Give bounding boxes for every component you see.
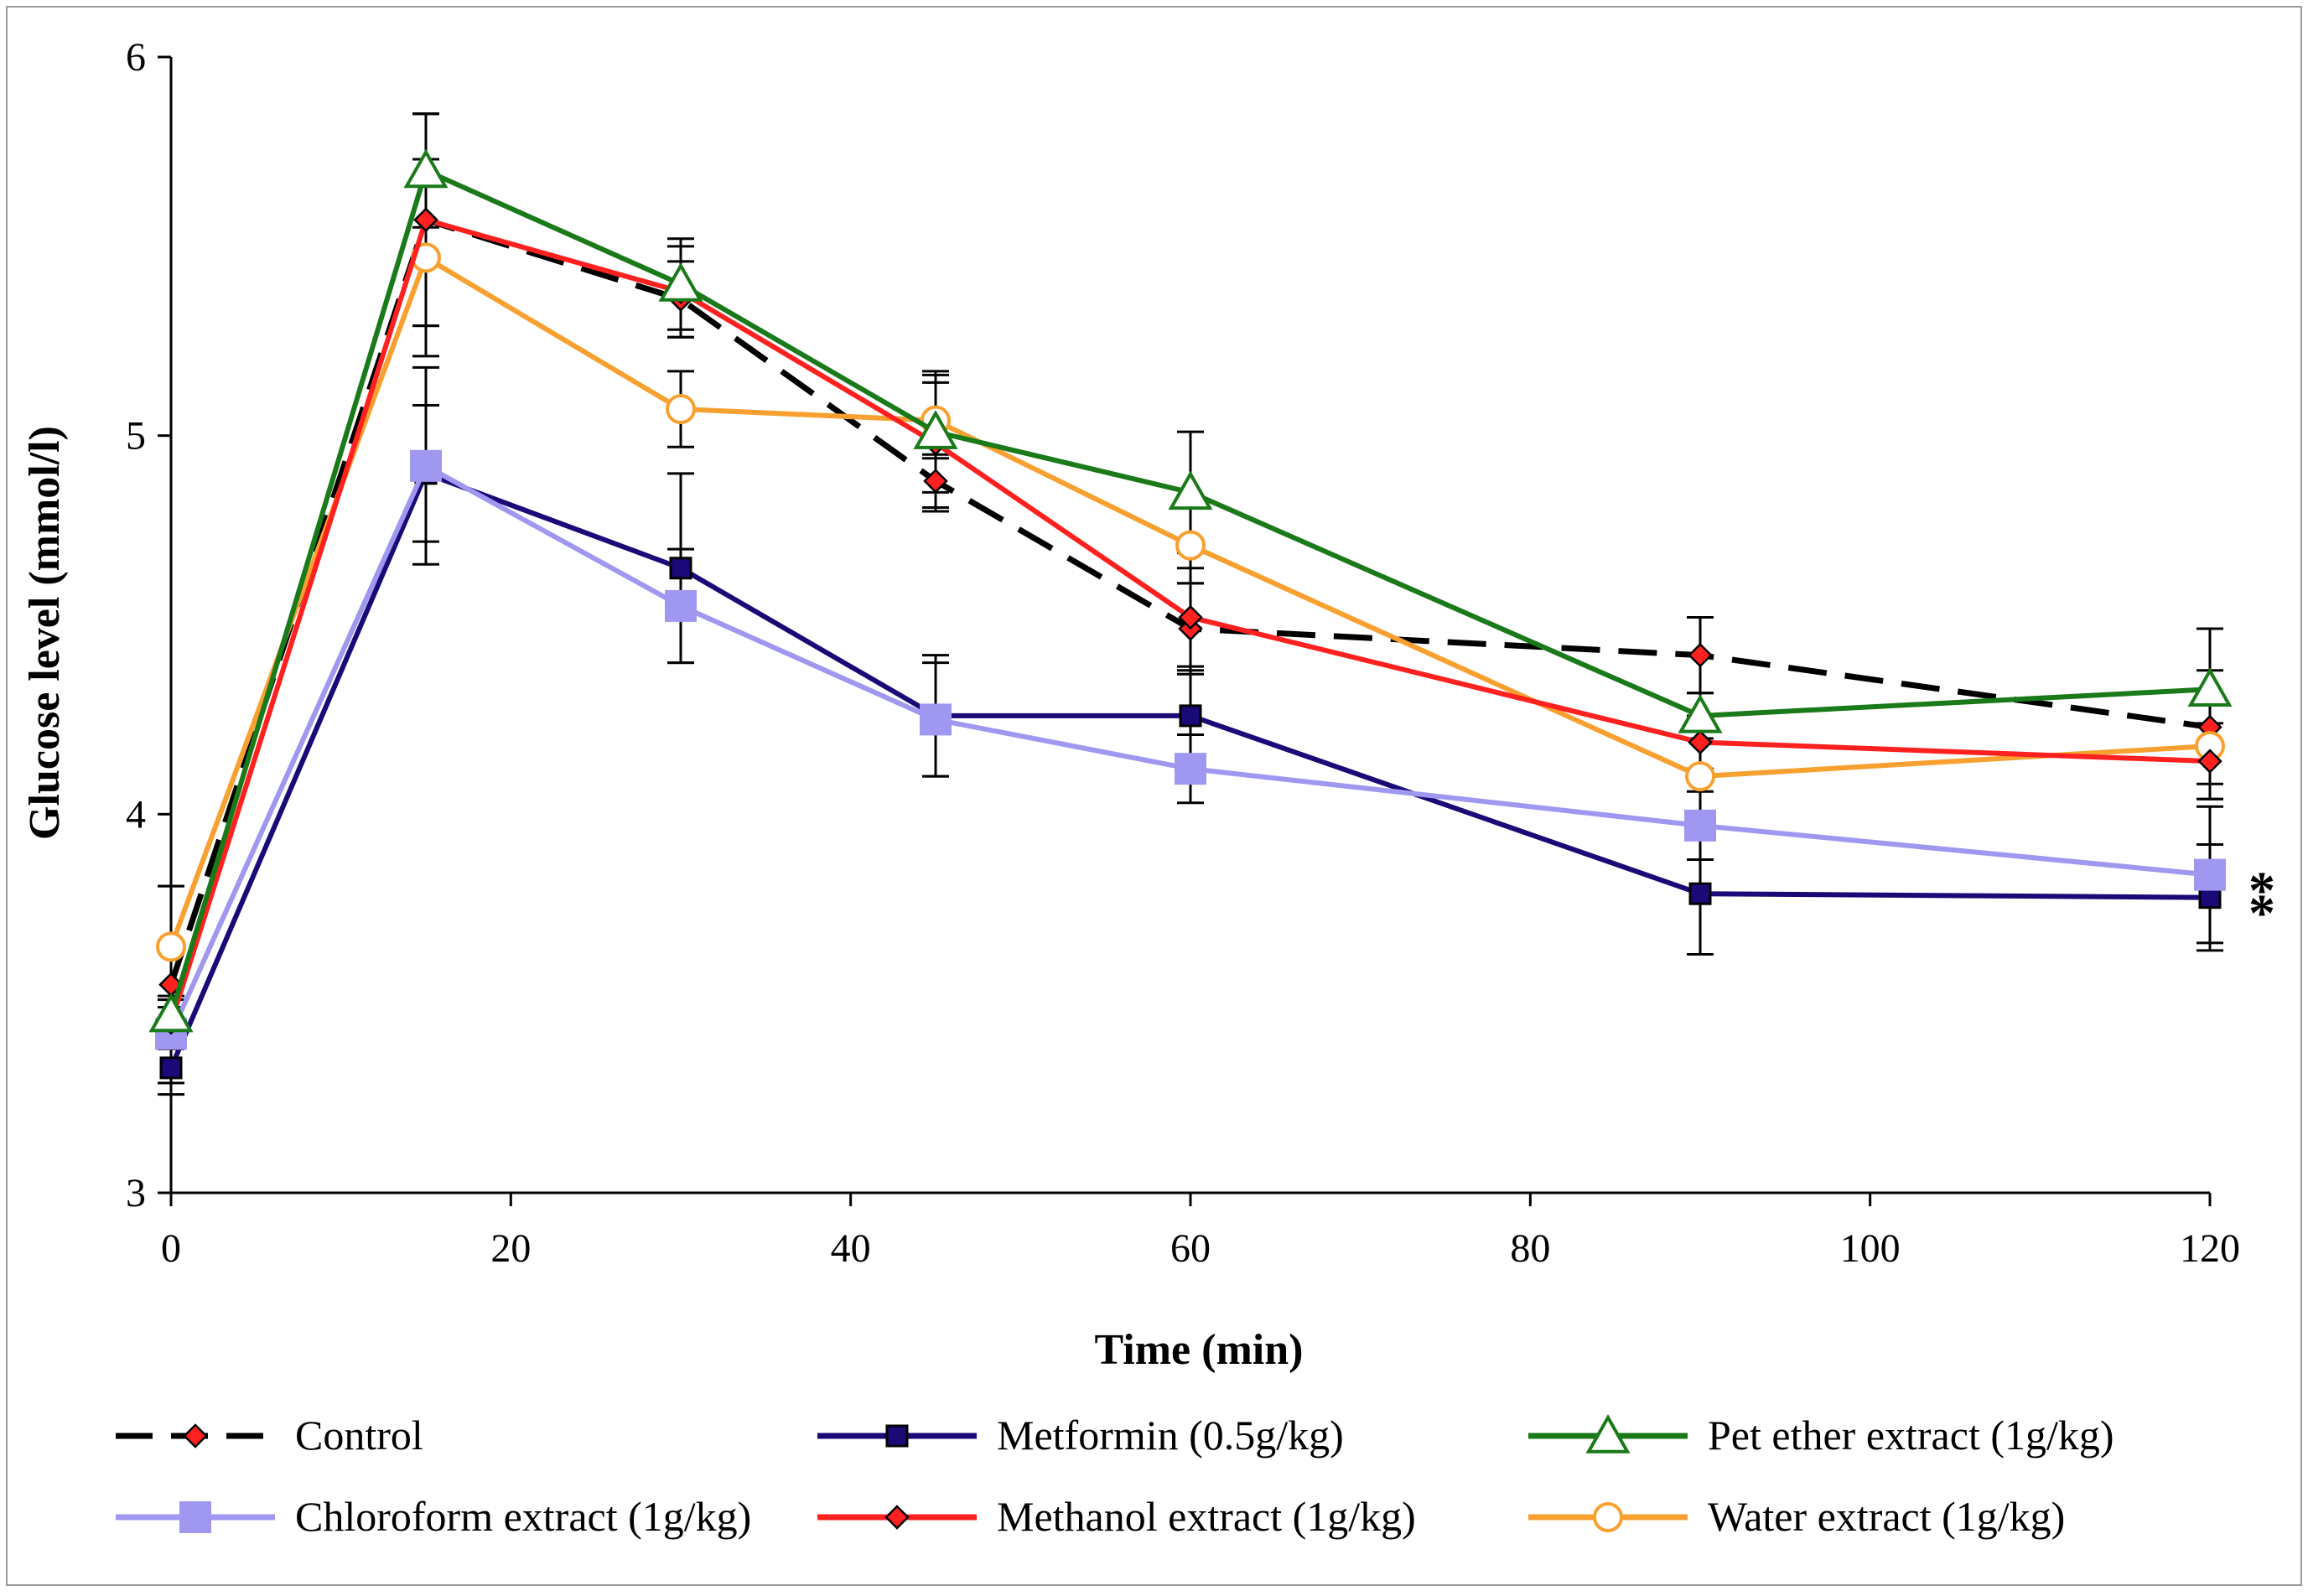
- x-tick-label: 100: [1840, 1226, 1901, 1271]
- x-tick-label: 40: [831, 1226, 871, 1271]
- legend-label: Water extract (1g/kg): [1708, 1493, 2065, 1540]
- data-point: [1688, 729, 1713, 755]
- data-point: [669, 557, 692, 580]
- legend-label: Chloroform extract (1g/kg): [295, 1493, 751, 1540]
- x-tick-label: 20: [490, 1226, 531, 1271]
- x-tick-label: 60: [1170, 1226, 1211, 1271]
- data-point: [2197, 749, 2222, 774]
- chart-legend: Control Metformin (0.5g/kg) Pet ether extr…: [116, 1412, 2114, 1540]
- y-tick-label: 3: [126, 1171, 146, 1215]
- legend-marker: [1585, 1413, 1631, 1454]
- series-chloroform-extract-1g-kg: [155, 449, 2226, 1050]
- chart-frame: [6, 6, 2302, 1586]
- legend-marker: [885, 1424, 909, 1448]
- data-point: [913, 410, 958, 449]
- x-tick-label: 120: [2180, 1226, 2240, 1271]
- legend-marker: [179, 1501, 211, 1533]
- legend-marker: [183, 1423, 208, 1448]
- data-point: [1685, 761, 1715, 792]
- series-layer: [148, 148, 2233, 1080]
- data-point: [2187, 667, 2233, 707]
- data-point: [403, 148, 449, 189]
- legend-item-pet-ether-extract-1g-kg: Pet ether extract (1g/kg): [1528, 1412, 2114, 1459]
- x-tick-label: 0: [161, 1226, 181, 1271]
- data-point: [1688, 882, 1712, 905]
- data-point: [2194, 858, 2226, 891]
- data-point: [1168, 470, 1213, 510]
- x-axis-title: Time (min): [1095, 1326, 1304, 1374]
- data-point: [1688, 642, 1713, 668]
- data-point: [665, 589, 697, 622]
- data-point: [1678, 693, 1723, 733]
- data-point: [1175, 753, 1206, 785]
- data-point: [920, 703, 952, 736]
- data-point: [1178, 604, 1203, 630]
- legend-marker: [1593, 1502, 1623, 1532]
- legend-label: Methanol extract (1g/kg): [997, 1493, 1416, 1540]
- annotation-layer: **: [2248, 861, 2275, 943]
- significance-asterisk: *: [2248, 861, 2275, 920]
- y-tick-label: 5: [126, 414, 146, 459]
- legend-item-chloroform-extract-1g-kg: Chloroform extract (1g/kg): [116, 1493, 751, 1540]
- data-point: [410, 449, 442, 482]
- data-point: [148, 992, 194, 1033]
- legend-label: Pet ether extract (1g/kg): [1708, 1412, 2114, 1459]
- legend-label: Control: [295, 1412, 423, 1459]
- legend-item-water-extract-1g-kg: Water extract (1g/kg): [1528, 1493, 2065, 1540]
- significance-asterisk: *: [2248, 884, 2275, 943]
- data-point: [156, 931, 186, 962]
- data-point: [1175, 530, 1206, 561]
- legend-label: Metformin (0.5g/kg): [997, 1412, 1344, 1459]
- legend-marker: [884, 1505, 910, 1530]
- data-point: [666, 394, 696, 425]
- data-point: [413, 207, 438, 232]
- series-pet-ether-extract-1g-kg: [148, 148, 2233, 1033]
- y-tick-label: 4: [126, 792, 146, 837]
- data-point: [159, 1056, 183, 1080]
- legend-item-metformin-0-5g-kg: Metformin (0.5g/kg): [817, 1412, 1344, 1459]
- data-point: [923, 469, 948, 494]
- y-tick-label: 6: [126, 35, 146, 80]
- legend-item-methanol-extract-1g-kg: Methanol extract (1g/kg): [817, 1493, 1416, 1540]
- y-axis-title: Glucose level (mmol/l): [21, 426, 69, 840]
- x-tick-label: 80: [1510, 1226, 1550, 1271]
- data-point: [1179, 704, 1202, 728]
- data-point: [1684, 809, 1716, 842]
- legend-item-control: Control: [116, 1412, 423, 1459]
- data-point: [658, 262, 703, 302]
